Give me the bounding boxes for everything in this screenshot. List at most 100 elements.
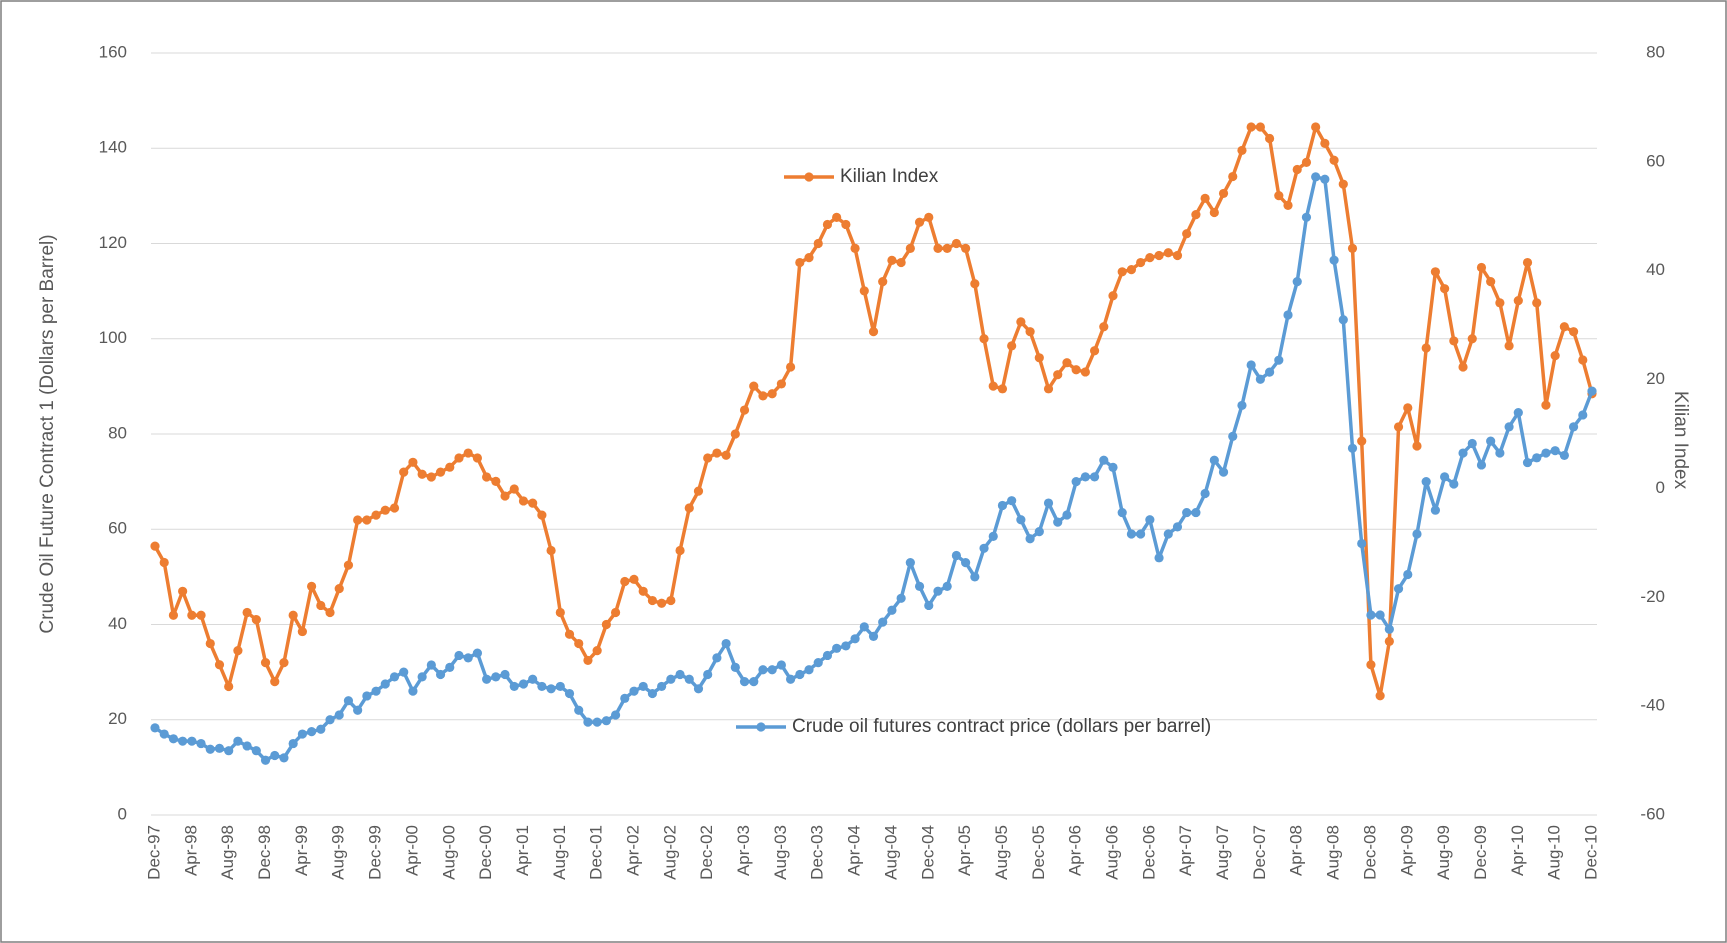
data-point — [1495, 298, 1505, 308]
data-point — [914, 581, 925, 592]
data-point — [1182, 229, 1192, 239]
data-point — [389, 503, 400, 513]
x-tick-label: Apr-07 — [1176, 825, 1195, 876]
data-point — [1522, 457, 1533, 468]
data-point — [362, 515, 372, 525]
data-point — [159, 557, 169, 568]
data-point — [647, 595, 658, 606]
data-point — [150, 723, 160, 733]
data-point — [1366, 610, 1376, 620]
data-point — [905, 243, 915, 253]
data-point — [1320, 138, 1330, 148]
data-point — [168, 734, 179, 744]
data-point — [472, 648, 483, 658]
data-point — [933, 243, 943, 253]
data-point — [353, 515, 363, 525]
data-point — [712, 448, 722, 458]
data-point — [1218, 188, 1229, 199]
data-point — [666, 674, 676, 684]
data-point — [251, 746, 261, 756]
x-tick-label: Apr-06 — [1066, 825, 1085, 876]
x-tick-label: Apr-05 — [955, 825, 974, 876]
data-point — [353, 705, 363, 715]
data-point — [196, 610, 206, 620]
legend-marker — [756, 722, 766, 732]
data-point — [795, 257, 805, 268]
data-point — [1587, 386, 1597, 396]
data-point — [942, 581, 952, 592]
x-tick-label: Dec-10 — [1581, 825, 1600, 880]
data-point — [1532, 298, 1542, 308]
y-tick-label: 20 — [108, 709, 127, 728]
y2-tick-label: 80 — [1646, 42, 1665, 61]
data-point — [1559, 322, 1569, 332]
data-point — [1191, 210, 1201, 220]
data-point — [1007, 341, 1017, 351]
data-point — [1264, 367, 1275, 377]
data-point — [1578, 355, 1588, 365]
data-point — [371, 686, 381, 696]
data-point — [435, 467, 446, 477]
data-point — [297, 626, 307, 637]
data-point — [841, 219, 851, 230]
data-point — [1126, 265, 1137, 275]
data-point — [574, 705, 584, 715]
data-point — [380, 679, 390, 689]
x-tick-label: Dec-08 — [1360, 825, 1379, 880]
data-point — [1403, 403, 1413, 413]
data-point — [657, 598, 667, 608]
data-point — [1550, 446, 1560, 456]
data-point — [1458, 448, 1468, 458]
data-point — [500, 669, 510, 680]
x-tick-label: Aug-09 — [1434, 825, 1453, 880]
data-point — [693, 684, 704, 694]
data-point — [961, 557, 971, 568]
data-point — [380, 505, 390, 515]
y-tick-label: 160 — [99, 42, 127, 61]
data-point — [233, 736, 243, 746]
data-point — [463, 653, 473, 663]
x-tick-label: Dec-98 — [255, 825, 274, 880]
data-point — [205, 744, 215, 754]
data-point — [1504, 422, 1514, 432]
data-point — [288, 610, 298, 620]
data-point — [1154, 553, 1164, 563]
data-point — [841, 641, 851, 651]
data-point — [620, 693, 630, 703]
data-point — [887, 255, 897, 265]
x-tick-label: Dec-09 — [1471, 825, 1490, 880]
data-point — [1237, 400, 1247, 411]
data-point — [574, 638, 584, 649]
data-point — [657, 681, 667, 692]
data-point — [933, 586, 943, 596]
data-point — [583, 717, 593, 727]
data-point — [1366, 660, 1376, 670]
data-point — [979, 334, 989, 344]
data-point — [1375, 691, 1385, 701]
y-tick-label: 40 — [108, 614, 127, 633]
data-point — [408, 457, 418, 467]
x-tick-label: Apr-01 — [513, 825, 532, 876]
data-point — [178, 736, 188, 746]
data-point — [961, 243, 971, 253]
data-point — [914, 217, 925, 227]
y-tick-label: 0 — [118, 804, 127, 823]
data-point — [1449, 479, 1459, 489]
data-point — [1136, 529, 1146, 539]
data-point — [445, 462, 455, 472]
data-point — [270, 750, 280, 761]
data-point — [1025, 534, 1035, 544]
data-point — [297, 729, 307, 739]
data-point — [537, 510, 547, 520]
data-point — [684, 674, 694, 684]
data-point — [1347, 443, 1358, 453]
data-point — [905, 557, 915, 568]
data-point — [1412, 529, 1422, 539]
data-point — [224, 746, 234, 756]
y2-axis-title: Kilian Index — [1670, 391, 1691, 490]
x-tick-label: Aug-02 — [660, 825, 679, 880]
data-point — [942, 243, 952, 253]
data-point — [924, 212, 934, 222]
data-point — [1255, 122, 1265, 132]
